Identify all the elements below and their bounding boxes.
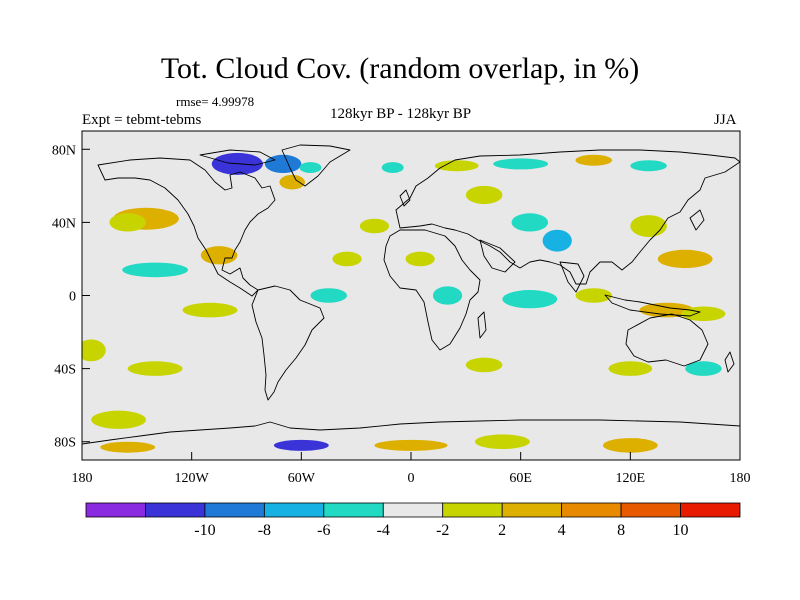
- greenland-coast: [281, 144, 351, 187]
- india-coast: [559, 261, 585, 293]
- colorbar: -10 -8 -6 -4 -2 2 4 8 10: [85, 502, 741, 539]
- colorbar-swatch: [263, 502, 325, 518]
- anomaly-patch: [91, 410, 146, 429]
- anomaly-patch: [685, 361, 722, 376]
- colorbar-swatch: [561, 502, 622, 518]
- anomaly-patch: [200, 246, 238, 265]
- anomaly-patch: [299, 162, 322, 174]
- indonesia-coast: [604, 294, 701, 317]
- anomaly-patch: [542, 229, 572, 252]
- anomaly-patch: [332, 251, 362, 267]
- anomaly-patch: [657, 249, 713, 269]
- lon-tick-label: 60W: [288, 471, 316, 486]
- anomaly-patch: [432, 286, 463, 305]
- colorbar-swatch: [442, 502, 503, 518]
- coastlines: [82, 144, 740, 445]
- colorbar-label: -6: [317, 522, 330, 539]
- colorbar-label: 10: [673, 522, 689, 539]
- anomaly-patch: [100, 441, 156, 453]
- colorbar-label: -10: [194, 522, 215, 539]
- period-label: 128kyr BP - 128kyr BP: [330, 106, 472, 122]
- anomaly-patch: [630, 160, 667, 172]
- lat-tick-label: 80S: [54, 436, 76, 451]
- uk-coast: [399, 189, 411, 207]
- anomaly-patch: [109, 213, 146, 232]
- colorbar-swatch: [204, 502, 265, 518]
- arabia-coast: [479, 239, 516, 273]
- colorbar-label: -4: [377, 522, 390, 539]
- colorbar-swatch: [85, 502, 146, 518]
- colorbar-label: -8: [258, 522, 271, 539]
- new-zealand-coast: [724, 351, 735, 373]
- anomaly-patch: [602, 438, 658, 453]
- experiment-label: Expt = tebmt-tebms: [82, 112, 202, 128]
- anomaly-patch: [575, 154, 613, 166]
- anomaly-patch: [273, 439, 329, 451]
- anomaly-patch: [359, 218, 390, 234]
- plot-title: Tot. Cloud Cov. (random overlap, in %): [160, 52, 640, 85]
- antarctica-coast: [82, 419, 740, 445]
- colorbar-swatch: [620, 502, 681, 518]
- colorbar-swatch: [323, 502, 384, 518]
- lat-tick-label: 0: [69, 290, 76, 305]
- anomaly-patch: [493, 158, 549, 170]
- anomaly-patch: [639, 302, 695, 318]
- anomaly-patch: [279, 174, 305, 190]
- anomaly-patch: [474, 434, 530, 450]
- arctic-islands-coast: [199, 149, 276, 166]
- lon-tick-label: 60E: [509, 471, 532, 486]
- anomaly-patch: [374, 439, 448, 451]
- lat-tick-label: 40N: [52, 216, 76, 231]
- lat-tick-label: 80N: [52, 143, 76, 158]
- colorbar-swatch: [680, 502, 741, 518]
- axis-ticks: 180 120W 60W 0 60E 120E 180 80N 40N 0 40S 80S: [52, 143, 751, 486]
- colorbar-label: 4: [558, 522, 566, 539]
- anomaly-patch: [122, 262, 189, 278]
- lon-tick-label: 120E: [616, 471, 646, 486]
- australia-coast: [625, 313, 709, 367]
- africa-coast: [383, 229, 481, 351]
- lon-tick-label: 120W: [175, 471, 210, 486]
- rmse-label: rmse= 4.99978: [176, 94, 255, 109]
- south-america-coast: [251, 285, 325, 401]
- map-background: [82, 131, 740, 460]
- colorbar-label: 2: [498, 522, 506, 539]
- lon-tick-label: 180: [72, 471, 93, 486]
- madagascar-coast: [477, 311, 487, 339]
- anomaly-patch: [465, 357, 503, 373]
- anomaly-patch: [310, 288, 348, 303]
- anomaly-patch: [127, 361, 183, 376]
- lon-tick-label: 180: [730, 471, 751, 486]
- anomaly-patch: [465, 185, 503, 205]
- colorbar-label: -2: [436, 522, 449, 539]
- anomaly-patch: [511, 213, 549, 232]
- japan-coast: [689, 209, 705, 231]
- lon-tick-label: 0: [408, 471, 415, 486]
- anomaly-layer: [82, 152, 726, 453]
- north-america-coast: [97, 157, 276, 297]
- anomaly-patch: [575, 288, 613, 303]
- europe-asia-coast: [395, 149, 740, 285]
- anomaly-patch: [608, 361, 653, 376]
- anomaly-patch: [82, 339, 106, 362]
- anomaly-patch: [405, 251, 435, 267]
- season-label: JJA: [714, 112, 737, 128]
- anomaly-patch: [502, 290, 558, 309]
- anomaly-patch: [630, 215, 667, 238]
- colorbar-swatch: [501, 502, 563, 518]
- anomaly-patch: [381, 162, 404, 174]
- colorbar-label: 8: [617, 522, 625, 539]
- lat-tick-label: 40S: [54, 363, 76, 378]
- colorbar-swatch: [382, 502, 444, 518]
- anomaly-patch: [434, 160, 479, 172]
- anomaly-patch: [182, 302, 238, 318]
- colorbar-swatch: [145, 502, 206, 518]
